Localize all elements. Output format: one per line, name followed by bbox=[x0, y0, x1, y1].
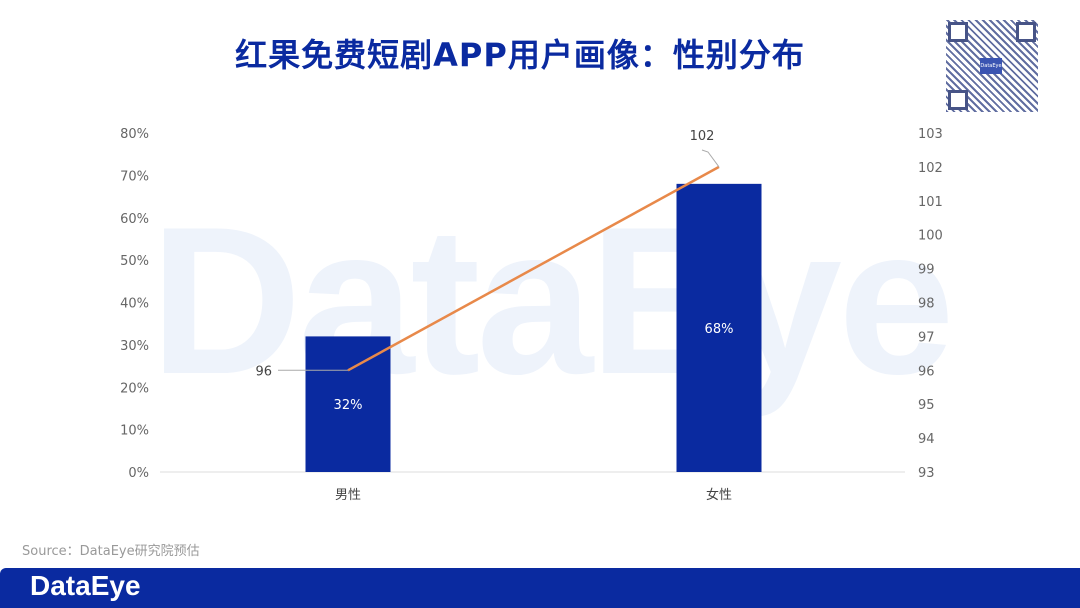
left-tick-label: 10% bbox=[120, 424, 149, 439]
right-tick-label: 95 bbox=[918, 398, 935, 413]
bar-data-label: 68% bbox=[705, 322, 734, 337]
watermark: DataEye bbox=[150, 183, 955, 418]
bar-0 bbox=[305, 336, 391, 472]
right-tick-label: 99 bbox=[918, 263, 935, 278]
left-tick-label: 50% bbox=[120, 254, 149, 269]
right-tick-label: 94 bbox=[918, 432, 935, 447]
left-tick-label: 70% bbox=[120, 169, 149, 184]
right-tick-label: 98 bbox=[918, 297, 935, 312]
footer-logo: DataEye bbox=[30, 570, 141, 601]
left-tick-label: 0% bbox=[128, 466, 149, 481]
right-tick-label: 93 bbox=[918, 466, 935, 481]
page-title: 红果免费短剧APP用户画像：性别分布 bbox=[235, 36, 805, 74]
left-tick-label: 20% bbox=[120, 381, 149, 396]
bar-data-label: 32% bbox=[334, 398, 363, 413]
line-series bbox=[347, 165, 720, 372]
right-tick-label: 103 bbox=[918, 127, 943, 142]
right-tick-label: 101 bbox=[918, 195, 943, 210]
footer-bar: DataEye bbox=[0, 568, 1080, 608]
left-tick-label: 30% bbox=[120, 339, 149, 354]
line-data-label: 102 bbox=[690, 129, 715, 144]
x-tick-label: 女性 bbox=[706, 487, 732, 503]
qr-code: DataEye bbox=[946, 20, 1038, 112]
chart: 0% 10% 20% 30% 40% 50% 60% 70% 80% 93 94 95 96 97 98 99… bbox=[120, 127, 943, 503]
left-tick-label: 80% bbox=[120, 127, 149, 142]
right-tick-label: 96 bbox=[918, 364, 935, 379]
right-tick-label: 102 bbox=[918, 161, 943, 176]
right-tick-label: 100 bbox=[918, 229, 943, 244]
qr-logo: DataEye bbox=[980, 58, 1002, 74]
leader-line bbox=[701, 149, 720, 168]
left-tick-label: 40% bbox=[120, 297, 149, 312]
source-note: Source：DataEye研究院预估 bbox=[22, 544, 200, 559]
right-tick-label: 97 bbox=[918, 330, 935, 345]
bar-1 bbox=[676, 183, 762, 472]
x-tick-label: 男性 bbox=[335, 488, 361, 503]
left-tick-label: 60% bbox=[120, 212, 149, 227]
line-data-label: 96 bbox=[255, 364, 272, 379]
